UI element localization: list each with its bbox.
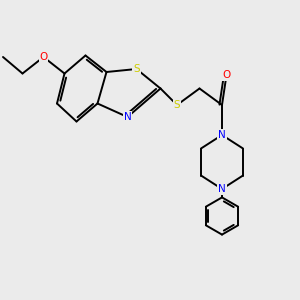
Text: O: O <box>222 70 231 80</box>
Text: S: S <box>133 64 140 74</box>
Text: N: N <box>218 130 226 140</box>
Text: N: N <box>218 184 226 194</box>
Text: S: S <box>174 100 180 110</box>
Text: N: N <box>124 112 131 122</box>
Text: O: O <box>39 52 48 62</box>
